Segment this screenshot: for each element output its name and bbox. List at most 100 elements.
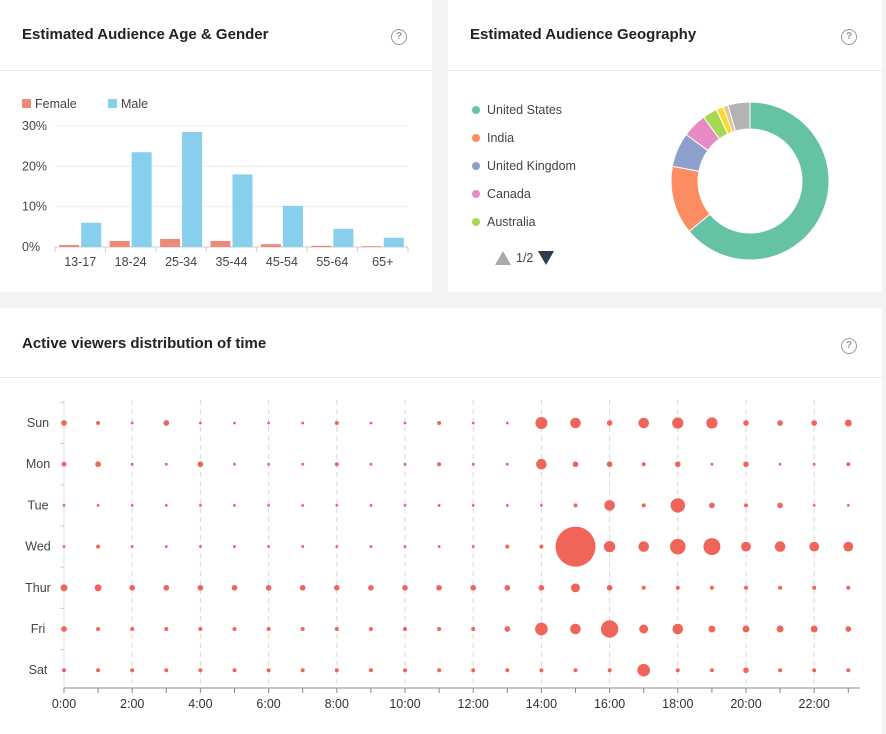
bubble-mon-13[interactable] <box>505 462 509 466</box>
bubble-mon-10[interactable] <box>403 462 407 466</box>
bubble-tue-3[interactable] <box>164 503 168 507</box>
bar-female-65+[interactable] <box>361 246 382 247</box>
bar-male-55-64[interactable] <box>333 228 354 247</box>
bubble-sun-11[interactable] <box>437 421 442 425</box>
bubble-sun-13[interactable] <box>505 421 509 425</box>
bubble-thur-21[interactable] <box>778 585 783 590</box>
bubble-wed-4[interactable] <box>198 545 202 549</box>
bubble-thur-0[interactable] <box>60 584 68 592</box>
bubble-sun-9[interactable] <box>369 421 373 425</box>
bubble-mon-2[interactable] <box>130 462 134 466</box>
bubble-mon-7[interactable] <box>301 462 305 466</box>
bubble-fri-17[interactable] <box>639 624 649 634</box>
bubble-mon-11[interactable] <box>437 462 442 467</box>
bubble-tue-20[interactable] <box>744 503 748 508</box>
bubble-thur-2[interactable] <box>129 584 136 591</box>
bubble-sat-8[interactable] <box>334 668 339 673</box>
bar-female-13-17[interactable] <box>59 244 80 247</box>
bubble-tue-18[interactable] <box>670 498 686 513</box>
bubble-wed-11[interactable] <box>437 545 441 549</box>
bubble-tue-7[interactable] <box>301 503 305 507</box>
bubble-thur-4[interactable] <box>197 584 204 591</box>
bubble-sat-0[interactable] <box>62 668 66 673</box>
bubble-mon-6[interactable] <box>267 462 271 466</box>
bubble-sun-22[interactable] <box>811 420 818 426</box>
bubble-fri-4[interactable] <box>198 627 203 631</box>
bubble-tue-0[interactable] <box>62 503 66 507</box>
bubble-sat-14[interactable] <box>539 668 544 673</box>
bubble-wed-23[interactable] <box>843 541 854 552</box>
bubble-wed-18[interactable] <box>670 538 686 555</box>
legend-label-male[interactable]: Male <box>121 97 148 111</box>
bubble-fri-20[interactable] <box>742 625 750 633</box>
bubble-mon-12[interactable] <box>471 462 475 466</box>
bubble-thur-14[interactable] <box>538 584 545 591</box>
bubble-sat-17[interactable] <box>637 663 651 677</box>
bubble-mon-0[interactable] <box>61 461 67 467</box>
bubble-mon-22[interactable] <box>812 462 816 466</box>
bubble-wed-3[interactable] <box>164 545 168 549</box>
bubble-thur-7[interactable] <box>299 584 306 591</box>
bar-female-45-54[interactable] <box>260 244 281 247</box>
page-up-icon[interactable] <box>495 251 511 265</box>
bubble-wed-1[interactable] <box>96 544 101 549</box>
bubble-tue-11[interactable] <box>437 503 441 507</box>
bubble-sat-22[interactable] <box>812 668 817 673</box>
bubble-mon-9[interactable] <box>369 462 373 466</box>
bubble-sat-20[interactable] <box>743 667 749 674</box>
bubble-sat-7[interactable] <box>300 668 305 673</box>
bubble-sat-4[interactable] <box>198 668 203 673</box>
question-circle-icon[interactable]: ? <box>391 29 407 45</box>
page-down-icon[interactable] <box>538 251 555 265</box>
bubble-sat-15[interactable] <box>573 668 578 673</box>
bubble-tue-6[interactable] <box>267 503 271 507</box>
bubble-fri-9[interactable] <box>368 627 373 631</box>
bubble-sat-18[interactable] <box>675 668 680 673</box>
bubble-tue-8[interactable] <box>335 503 339 507</box>
bar-male-45-54[interactable] <box>282 205 303 247</box>
bubble-sat-19[interactable] <box>709 668 714 673</box>
bubble-thur-10[interactable] <box>402 584 408 591</box>
bubble-thur-22[interactable] <box>812 585 817 590</box>
bubble-sun-16[interactable] <box>606 420 613 426</box>
bubble-thur-16[interactable] <box>606 584 613 591</box>
bubble-thur-18[interactable] <box>675 585 680 590</box>
bubble-fri-21[interactable] <box>776 625 784 633</box>
bubble-tue-17[interactable] <box>641 503 646 508</box>
bubble-wed-19[interactable] <box>703 538 721 556</box>
bubble-wed-21[interactable] <box>774 541 786 552</box>
bubble-fri-23[interactable] <box>845 626 852 632</box>
legend-item-united-kingdom[interactable]: United Kingdom <box>472 152 576 180</box>
bubble-fri-5[interactable] <box>232 627 237 631</box>
bubble-wed-12[interactable] <box>471 545 475 549</box>
bubble-tue-19[interactable] <box>709 502 715 509</box>
bubble-sun-23[interactable] <box>844 419 852 427</box>
bar-female-55-64[interactable] <box>311 245 332 247</box>
legend-swatch-female[interactable] <box>22 99 31 108</box>
bubble-tue-14[interactable] <box>539 503 543 507</box>
bubble-wed-2[interactable] <box>130 545 134 549</box>
bar-male-35-44[interactable] <box>232 174 253 247</box>
bubble-wed-17[interactable] <box>638 541 649 552</box>
bubble-fri-6[interactable] <box>266 627 271 631</box>
question-circle-icon[interactable]: ? <box>841 29 857 45</box>
bubble-tue-13[interactable] <box>505 503 509 507</box>
bubble-sun-18[interactable] <box>672 417 684 429</box>
bubble-wed-16[interactable] <box>603 540 616 553</box>
bar-male-18-24[interactable] <box>131 152 152 247</box>
bubble-fri-2[interactable] <box>130 627 135 631</box>
bubble-fri-16[interactable] <box>600 620 619 638</box>
bubble-sun-0[interactable] <box>61 420 67 426</box>
bubble-wed-10[interactable] <box>403 545 407 549</box>
bar-female-25-34[interactable] <box>160 238 181 247</box>
bubble-sun-14[interactable] <box>535 417 548 429</box>
bubble-sat-13[interactable] <box>505 668 510 673</box>
bubble-sun-15[interactable] <box>570 417 581 429</box>
legend-item-united-states[interactable]: United States <box>472 96 576 124</box>
bubble-mon-1[interactable] <box>95 461 101 468</box>
bubble-thur-8[interactable] <box>333 584 340 591</box>
bubble-thur-19[interactable] <box>709 585 714 590</box>
bubble-wed-15[interactable] <box>555 526 596 567</box>
bubble-sat-16[interactable] <box>607 668 612 673</box>
bubble-mon-18[interactable] <box>674 461 681 468</box>
